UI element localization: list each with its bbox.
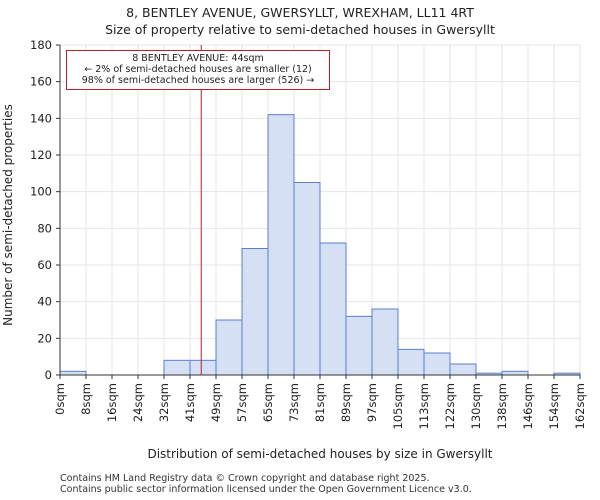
y-tick-label: 140 [30, 111, 52, 125]
annotation-larger: 98% of semi-detached houses are larger (… [81, 75, 315, 86]
x-tick-label: 24sqm [131, 383, 145, 422]
footer-line-2: Contains public sector information licen… [60, 484, 472, 495]
annotation-property: 8 BENTLEY AVENUE: 44sqm [132, 53, 264, 64]
y-tick-label: 80 [37, 221, 52, 235]
x-tick-label: 122sqm [443, 383, 457, 429]
histogram-bar [397, 348, 425, 376]
histogram-bar [319, 242, 347, 376]
y-tick-label: 180 [30, 38, 52, 52]
x-tick-label: 81sqm [313, 383, 327, 422]
x-tick-label: 162sqm [573, 383, 587, 429]
histogram-bar [59, 370, 87, 376]
chart-title-block: 8, BENTLEY AVENUE, GWERSYLLT, WREXHAM, L… [0, 4, 600, 38]
histogram-bar [163, 359, 191, 376]
x-tick-label: 146sqm [521, 383, 535, 429]
x-tick-label: 8sqm [79, 383, 93, 415]
x-tick-label: 41sqm [183, 383, 197, 422]
chart-title: 8, BENTLEY AVENUE, GWERSYLLT, WREXHAM, L… [126, 5, 474, 20]
histogram-bar [371, 308, 399, 376]
footer-line-1: Contains HM Land Registry data © Crown c… [60, 473, 430, 484]
x-tick-label: 16sqm [105, 383, 119, 422]
y-axis-label: Number of semi-detached properties [1, 104, 15, 326]
y-tick-label: 60 [37, 258, 52, 272]
histogram-bar [215, 319, 243, 376]
histogram-bar [423, 352, 451, 376]
histogram-bar [189, 359, 217, 376]
y-tick-label: 20 [37, 331, 52, 345]
x-tick-label: 130sqm [469, 383, 483, 429]
chart-subtitle: Size of property relative to semi-detach… [105, 22, 495, 37]
histogram-bar [449, 363, 477, 376]
histogram-bar [241, 248, 269, 376]
y-tick-label: 160 [30, 75, 52, 89]
x-tick-label: 57sqm [235, 383, 249, 422]
y-tick-label: 120 [30, 148, 52, 162]
property-annotation: 8 BENTLEY AVENUE: 44sqm ← 2% of semi-det… [66, 50, 330, 90]
histogram-bar [501, 370, 529, 376]
x-axis-label: Distribution of semi-detached houses by … [147, 447, 492, 461]
x-tick-label: 105sqm [391, 383, 405, 429]
bars-layer [59, 114, 581, 376]
y-tick-label: 40 [37, 295, 52, 309]
x-tick-label: 32sqm [157, 383, 171, 422]
x-tick-label: 138sqm [495, 383, 509, 429]
x-tick-label: 73sqm [287, 383, 301, 422]
histogram-bar [345, 315, 373, 376]
x-tick-label: 113sqm [417, 383, 431, 429]
annotation-smaller: ← 2% of semi-detached houses are smaller… [84, 64, 312, 75]
y-tick-label: 100 [30, 185, 52, 199]
x-tick-label: 49sqm [209, 383, 223, 422]
ticks-layer: 0 20 40 60 80 100 120 140 160 180 0sqm 8sqm 16sqm 24s… [30, 38, 587, 429]
histogram-bar [293, 182, 321, 376]
x-tick-label: 97sqm [365, 383, 379, 422]
y-tick-label: 0 [45, 368, 52, 382]
x-tick-label: 154sqm [547, 383, 561, 429]
x-tick-label: 0sqm [53, 383, 67, 415]
footer: Contains HM Land Registry data © Crown c… [60, 473, 472, 495]
x-tick-label: 89sqm [339, 383, 353, 422]
histogram-bar [267, 114, 295, 376]
x-tick-label: 65sqm [261, 383, 275, 422]
